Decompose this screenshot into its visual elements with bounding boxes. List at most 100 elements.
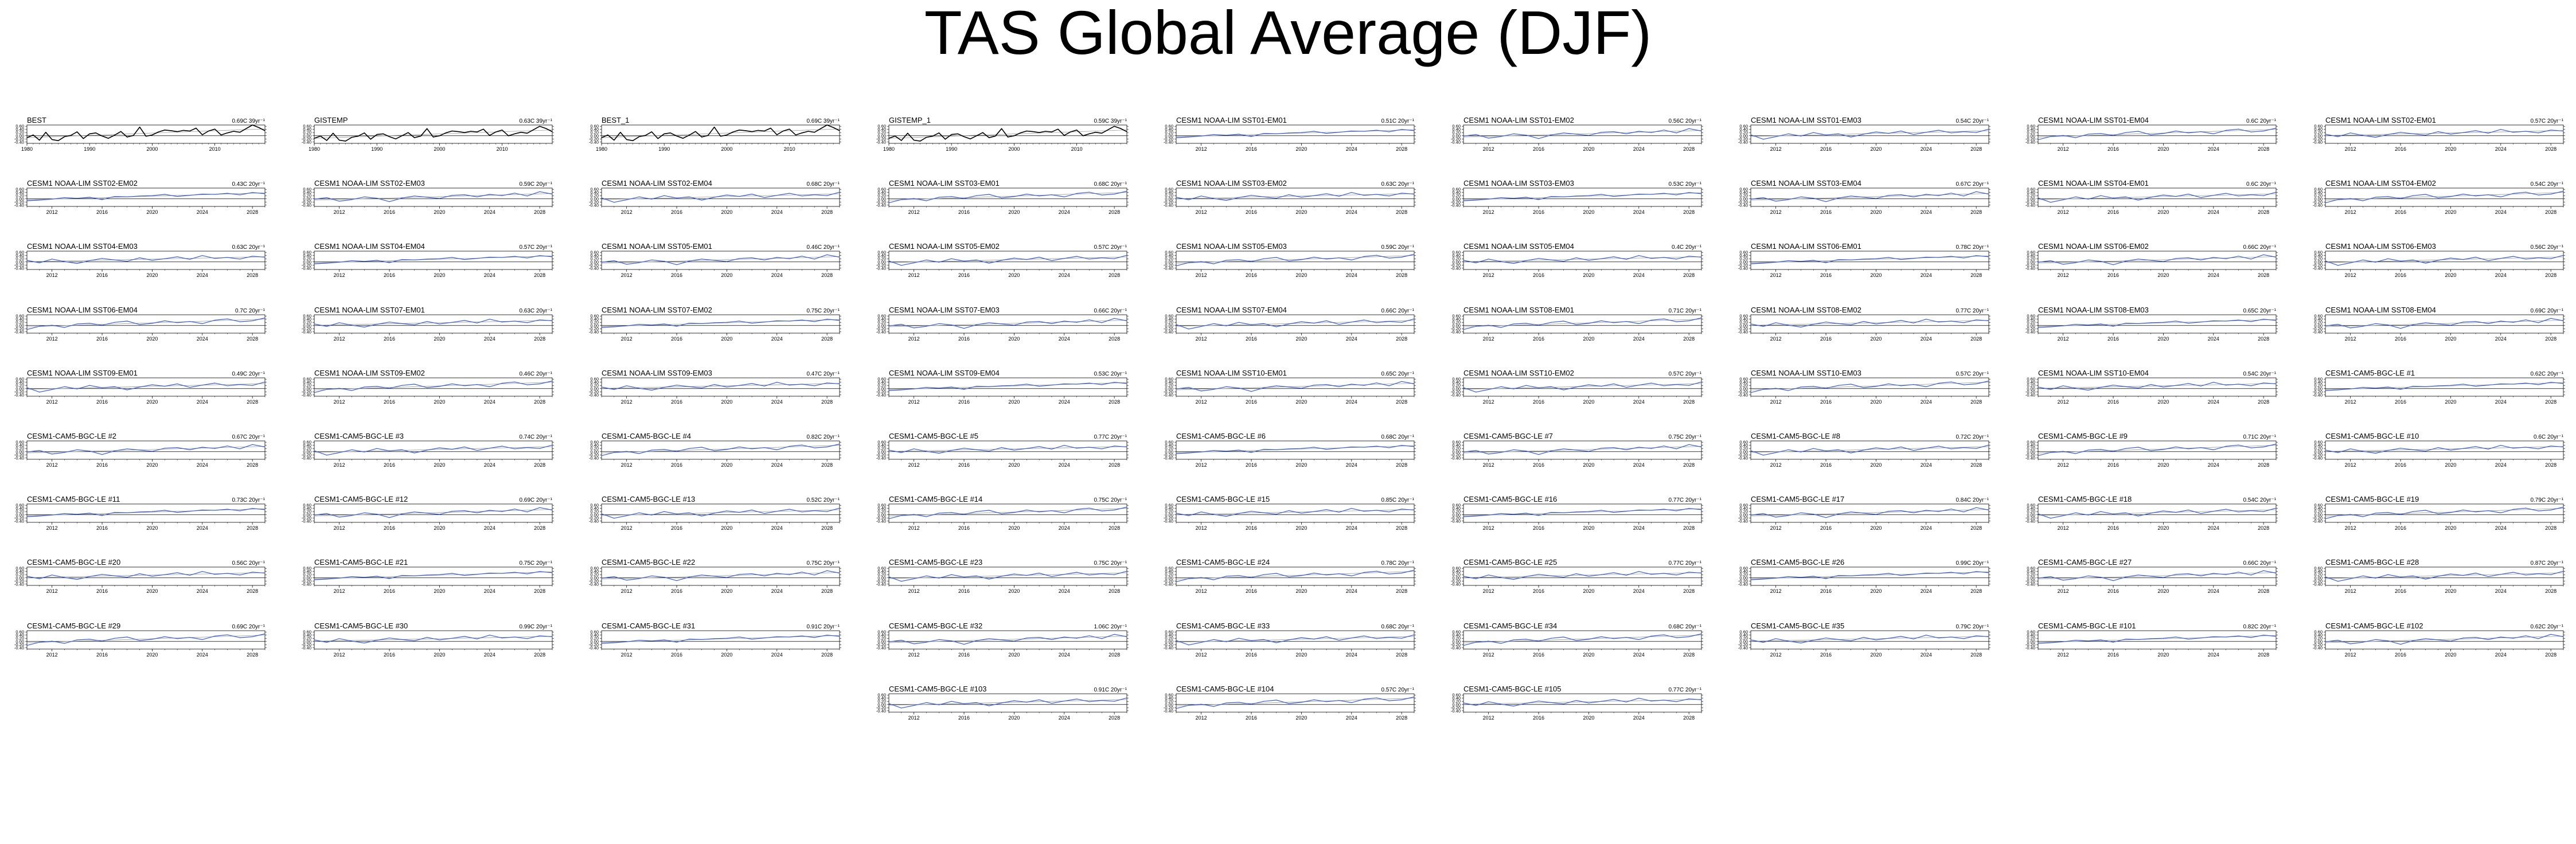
y-tick-label: 0.00: [15, 449, 24, 454]
x-tick-label: 2020: [1008, 336, 1020, 342]
data-point: [1651, 132, 1652, 133]
plot-frame: [26, 440, 266, 460]
x-tick-label: 2012: [1196, 462, 1207, 468]
trend-label: 0.71C 20yr⁻¹: [2243, 434, 2276, 440]
data-point: [2337, 515, 2339, 516]
data-point: [1188, 515, 1189, 517]
x-tick-label: 2012: [621, 272, 633, 278]
x-tick-label: 2020: [434, 336, 445, 342]
chart-panel: CESM1-CAM5-BGC-LE #19 0.79C 20yr⁻¹ 0.60 0.4…: [2302, 489, 2576, 551]
x-tick-label: 2024: [197, 462, 208, 468]
data-point: [1376, 446, 1377, 447]
data-point: [1376, 382, 1377, 384]
data-point: [2538, 257, 2539, 259]
series-line: [601, 507, 840, 519]
trend-line: [1176, 382, 1415, 390]
chart-svg: CESM1-CAM5-BGC-LE #5 0.77C 20yr⁻¹0.600.40…: [876, 432, 1129, 468]
y-tick-label: 0.20: [877, 383, 886, 388]
data-point: [907, 132, 908, 134]
panel-title: CESM1-CAM5-BGC-LE #10: [2325, 432, 2419, 440]
y-tick-label: 0.20: [1739, 319, 1748, 325]
x-tick-label: 2020: [2157, 272, 2169, 278]
data-point: [514, 448, 516, 450]
trend-label: 0.77C 20yr⁻¹: [1668, 497, 1701, 503]
x-tick-label: 2016: [2107, 462, 2119, 468]
data-point: [601, 137, 602, 138]
trend-line: [26, 383, 266, 390]
x-tick-label: 2012: [1770, 209, 1782, 215]
y-tick-label: -0.20: [1451, 136, 1461, 142]
y-tick-label: 0.60: [1165, 313, 1173, 318]
plot-frame: [1463, 377, 1702, 397]
y-tick-label: 0.20: [1739, 383, 1748, 388]
chart-svg: GISTEMP 0.63C 39yr⁻¹0.600.400.200.00-0.20…: [302, 116, 554, 152]
y-tick-label: -0.40: [2025, 266, 2035, 271]
series-line: [26, 381, 266, 393]
data-point: [713, 197, 715, 198]
series-line: [1463, 128, 1702, 139]
trend-label: 0.65C 20yr⁻¹: [2243, 308, 2276, 314]
chart-svg: CESM1-CAM5-BGC-LE #12 0.69C 20yr⁻¹0.600.4…: [302, 495, 554, 531]
data-point: [839, 192, 840, 193]
data-point: [663, 449, 665, 450]
x-tick-label: 2012: [1770, 399, 1782, 405]
data-point: [1750, 323, 1751, 325]
y-tick-label: 0.00: [303, 323, 311, 328]
data-point: [2337, 389, 2339, 390]
plot-frame: [2038, 440, 2277, 460]
x-tick-label: 2028: [1109, 462, 1120, 468]
x-tick-label: 2012: [46, 525, 58, 531]
y-tick-label: -0.40: [2025, 518, 2035, 523]
panel-title: CESM1-CAM5-BGC-LE #4: [602, 432, 691, 440]
panel-title: CESM1 NOAA-LIM SST06-EM02: [2038, 242, 2149, 251]
data-point: [2213, 257, 2214, 259]
data-point: [1326, 384, 1327, 385]
y-tick-label: 0.60: [1739, 124, 1748, 129]
y-tick-label: 0.60: [1739, 187, 1748, 192]
data-point: [2337, 323, 2339, 325]
trend-line: [1750, 446, 1989, 453]
series-line: [314, 507, 553, 518]
y-tick-label: 0.20: [2314, 446, 2323, 451]
y-tick-label: 0.60: [1165, 187, 1173, 192]
y-tick-label: 0.00: [2314, 512, 2323, 517]
y-tick-label: -0.40: [2025, 202, 2035, 208]
y-tick-label: -0.20: [876, 515, 886, 521]
x-tick-label: 2028: [1683, 209, 1695, 215]
y-tick-label: 0.20: [1452, 256, 1461, 261]
x-tick-label: 2024: [197, 588, 208, 594]
y-tick-label: 0.40: [1452, 506, 1461, 511]
series-line: [314, 255, 553, 265]
y-tick-label: 0.60: [877, 250, 886, 255]
data-point: [826, 382, 828, 384]
data-point: [1188, 386, 1189, 388]
data-point: [214, 448, 216, 449]
chart-panel: CESM1 NOAA-LIM SST06-EM03 0.56C 20yr⁻¹ 0.6…: [2302, 236, 2576, 298]
y-tick-label: 0.20: [1739, 256, 1748, 261]
y-tick-label: 0.40: [1739, 253, 1748, 259]
data-point: [2425, 194, 2426, 195]
data-point: [151, 384, 153, 385]
series-line: [1463, 317, 1702, 330]
y-tick-label: -0.40: [1164, 329, 1173, 334]
trend-label: 0.69C 39yr⁻¹: [232, 118, 265, 124]
plot-frame: [601, 503, 840, 523]
y-tick-label: 0.60: [15, 187, 24, 192]
data-point: [1563, 448, 1564, 450]
data-point: [1126, 320, 1127, 321]
data-point: [252, 508, 253, 509]
data-point: [139, 324, 140, 325]
y-tick-label: -0.20: [302, 200, 311, 205]
x-tick-label: 2028: [1109, 525, 1120, 531]
y-tick-label: 0.00: [303, 449, 311, 454]
chart-svg: CESM1 NOAA-LIM SST06-EM04 0.7C 20yr⁻¹0.60…: [14, 306, 267, 342]
data-point: [1051, 194, 1052, 196]
panel-title: CESM1 NOAA-LIM SST06-EM03: [2325, 242, 2436, 251]
data-point: [1988, 320, 1989, 321]
data-point: [1001, 260, 1002, 261]
chart-svg: CESM1 NOAA-LIM SST06-EM02 0.66C 20yr⁻¹0.6…: [2025, 242, 2278, 278]
y-tick-label: -0.20: [2313, 263, 2323, 268]
series-line: [1176, 318, 1415, 329]
data-point: [1676, 448, 1677, 450]
y-tick-label: 0.00: [590, 449, 599, 454]
